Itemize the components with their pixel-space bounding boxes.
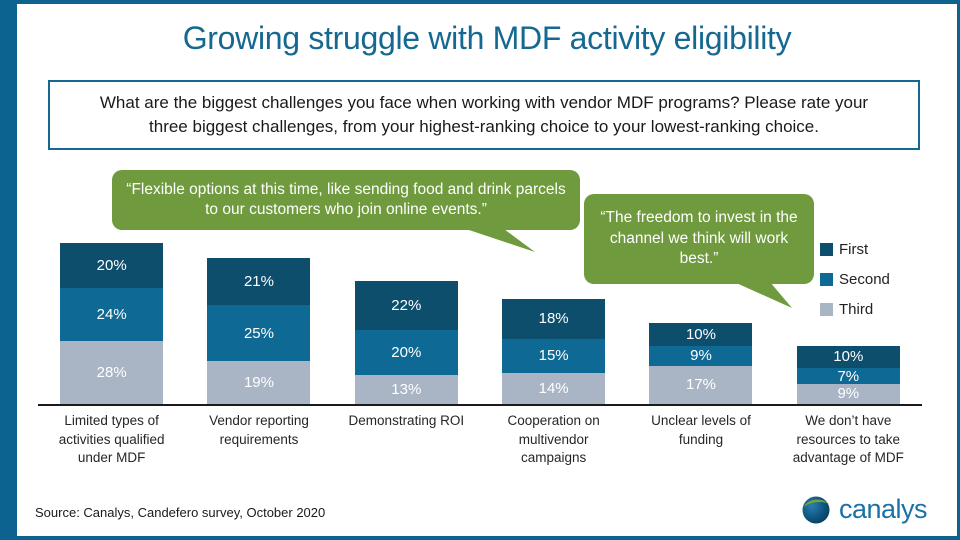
quote-bubble-2: “The freedom to invest in the channel we… [584,194,814,308]
survey-question-box: What are the biggest challenges you face… [48,80,920,151]
bar-segment-third: 14% [502,372,606,404]
bar-value-label: 9% [837,385,860,403]
bar-segment-first: 10% [796,345,900,369]
quote-text-1: “Flexible options at this time, like sen… [126,180,566,218]
bar-group-3: 22% 20% 13% [333,232,480,404]
canalys-globe-icon [802,496,830,524]
category-label-5: Unclear levels of funding [651,413,751,447]
legend-swatch-third [820,303,833,316]
bar-segment-second: 25% [207,305,311,362]
legend-item-first: First [820,241,890,258]
source-note: Source: Canalys, Candefero survey, Octob… [35,505,326,520]
bar-value-label: 14% [538,379,569,397]
bar-value-label: 15% [538,347,569,365]
bar-value-label: 18% [538,310,569,328]
legend-label-first: First [839,241,869,258]
bar-segment-first: 22% [354,280,458,331]
survey-question-text: What are the biggest challenges you face… [99,93,869,137]
bar-segment-second: 15% [502,339,606,373]
page-title: Growing struggle with MDF activity eligi… [182,20,792,56]
canalys-logo: canalys [800,493,928,525]
bar-value-label: 21% [243,273,274,291]
category-label-3: Demonstrating ROI [348,413,465,428]
legend-swatch-second [820,273,833,286]
bar-value-label: 13% [391,380,422,398]
legend-swatch-first [820,243,833,256]
bar-group-6: 10% 7% 9% [775,232,922,404]
category-label-2: Vendor reporting requirements [209,413,309,447]
quote-bubble-1: “Flexible options at this time, like sen… [112,170,580,252]
bar-value-label: 28% [96,364,127,382]
category-label-6: We don’t have resources to take advantag… [792,413,904,466]
bar-segment-third: 13% [354,374,458,404]
bar-segment-third: 19% [207,361,311,404]
bar-group-4: 18% 15% 14% [480,232,627,404]
canalys-wordmark: canalys [838,493,928,524]
bar-segment-second: 7% [796,367,900,385]
bar-segment-third: 9% [796,383,900,404]
bar-value-label: 19% [243,374,274,392]
bar-segment-second: 20% [354,330,458,375]
quote-text-2: “The freedom to invest in the channel we… [600,209,798,268]
bar-segment-second: 9% [649,345,753,366]
bar-value-label: 20% [391,343,422,361]
bar-segment-first: 20% [60,242,164,288]
bar-value-label: 7% [837,367,860,385]
legend-label-second: Second [839,271,890,288]
bar-segment-first: 18% [502,298,606,340]
bar-group-5: 10% 9% 17% [627,232,774,404]
bar-segment-third: 17% [649,365,753,404]
legend-item-third: Third [820,301,890,318]
plot-area: 20% 24% 28% 21% 25% 19% 22% 20% 13% 18% 15% 14% 10% 9… [38,232,922,406]
bar-value-label: 17% [685,376,716,394]
bar-value-label: 10% [685,326,716,344]
legend-label-third: Third [839,301,874,318]
bar-segment-first: 21% [207,258,311,306]
bar-segment-third: 28% [60,341,164,404]
category-labels-row: Limited types of activities qualified un… [38,412,922,468]
bar-segment-first: 10% [649,323,753,346]
bar-value-label: 10% [833,348,864,366]
category-label-4: Cooperation on multivendor campaigns [507,413,600,466]
legend-item-second: Second [820,271,890,288]
bar-value-label: 20% [96,256,127,274]
bar-value-label: 9% [690,347,712,365]
bar-group-2: 21% 25% 19% [185,232,332,404]
category-label-1: Limited types of activities qualified un… [58,413,165,466]
bar-value-label: 22% [391,296,422,314]
chart-legend: First Second Third [820,241,890,318]
bar-value-label: 24% [96,305,127,323]
bar-segment-second: 24% [60,287,164,342]
bar-group-1: 20% 24% 28% [38,232,185,404]
bar-value-label: 25% [243,324,274,342]
